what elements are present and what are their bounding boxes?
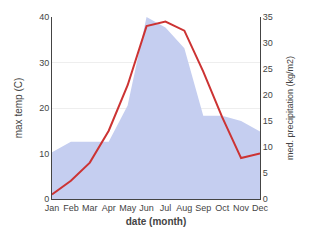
svg-text:Sep: Sep (195, 203, 211, 213)
svg-text:max temp (C): max temp (C) (13, 78, 24, 139)
svg-text:Oct: Oct (215, 203, 230, 213)
svg-text:Jan: Jan (45, 203, 60, 213)
svg-text:0: 0 (263, 194, 268, 204)
svg-text:20: 20 (39, 103, 49, 113)
svg-text:Apr: Apr (102, 203, 116, 213)
svg-text:date (month): date (month) (126, 216, 187, 227)
svg-text:40: 40 (39, 12, 49, 22)
svg-text:25: 25 (263, 64, 273, 74)
svg-text:35: 35 (263, 12, 273, 22)
svg-text:med. precipitation (kg/m2): med. precipitation (kg/m2) (285, 56, 295, 160)
svg-text:Nov: Nov (233, 203, 250, 213)
svg-text:30: 30 (39, 58, 49, 68)
svg-text:5: 5 (263, 168, 268, 178)
svg-text:30: 30 (263, 38, 273, 48)
svg-text:Mar: Mar (82, 203, 98, 213)
svg-text:Feb: Feb (63, 203, 79, 213)
svg-text:Aug: Aug (176, 203, 192, 213)
svg-text:Jul: Jul (160, 203, 172, 213)
svg-text:10: 10 (39, 149, 49, 159)
svg-text:Jun: Jun (139, 203, 154, 213)
svg-text:Dec: Dec (252, 203, 269, 213)
svg-text:10: 10 (263, 142, 273, 152)
svg-text:May: May (119, 203, 137, 213)
svg-text:15: 15 (263, 116, 273, 126)
svg-text:20: 20 (263, 90, 273, 100)
svg-text:0: 0 (44, 194, 49, 204)
